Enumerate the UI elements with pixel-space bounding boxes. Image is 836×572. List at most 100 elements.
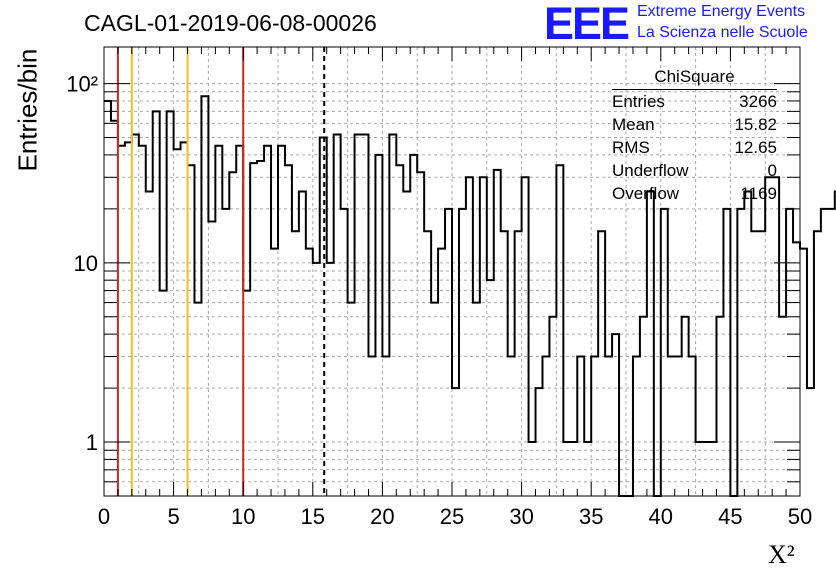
histogram-bin: [529, 442, 536, 496]
histogram-bin: [696, 442, 703, 496]
stats-row-rms: RMS 12.65: [612, 136, 777, 159]
histogram-layer: [104, 95, 836, 497]
histogram-bin: [382, 357, 389, 496]
histogram-bin: [647, 191, 654, 496]
histogram-bin: [438, 249, 445, 496]
stats-value: 3266: [739, 92, 777, 111]
histogram-bin: [201, 96, 208, 496]
y-axis-label: Entries/bin: [12, 48, 43, 172]
histogram-bin: [424, 231, 431, 496]
histogram-bin: [515, 231, 522, 496]
eee-logo: EEE: [544, 0, 630, 49]
histogram-bin: [821, 209, 828, 496]
histogram-bin: [828, 209, 835, 496]
histogram-bin: [403, 191, 410, 496]
histogram-bin: [522, 177, 529, 496]
histogram-bin: [716, 317, 723, 496]
histogram-bin: [236, 146, 243, 496]
histogram-bin: [389, 134, 396, 496]
stats-label: Mean: [612, 115, 655, 134]
histogram-bin: [703, 442, 710, 496]
histogram-bin: [536, 388, 543, 496]
histogram-bin: [257, 161, 264, 496]
histogram-bin: [271, 249, 278, 496]
histogram-bin: [167, 111, 174, 496]
histogram-bin: [355, 134, 362, 496]
histogram-bin: [744, 191, 751, 496]
histogram-bin: [814, 231, 821, 496]
histogram-bin: [160, 291, 167, 496]
histogram-bin: [118, 146, 125, 496]
x-tick-label: 10: [231, 504, 255, 529]
x-tick-label: 5: [167, 504, 179, 529]
x-tick-label: 50: [788, 504, 812, 529]
histogram-bin: [181, 142, 188, 496]
histogram-bin: [459, 209, 466, 496]
stats-title: ChiSquare: [612, 67, 777, 90]
histogram-bin: [786, 209, 793, 496]
histogram-bin: [222, 209, 229, 496]
x-tick-label: 25: [440, 504, 464, 529]
histogram-bin: [292, 231, 299, 496]
logo-text-line2: La Scienza nelle Scuole: [637, 24, 808, 41]
histogram-bin: [445, 209, 452, 496]
histogram-bin: [668, 357, 675, 496]
histogram-bin: [334, 134, 341, 496]
histogram-bin: [549, 317, 556, 496]
histogram-bin: [751, 231, 758, 496]
stats-row-overflow: Overflow 1169: [612, 182, 777, 205]
histogram-bin: [723, 209, 730, 496]
x-tick-label: 45: [718, 504, 742, 529]
histogram-bin: [264, 146, 271, 496]
histogram-bin: [174, 149, 181, 496]
histogram-bin: [689, 357, 696, 496]
histogram-bin: [612, 334, 619, 496]
histogram-bin: [410, 155, 417, 496]
histogram-bin: [640, 317, 647, 496]
histogram-bin: [542, 357, 549, 496]
histogram-bin: [153, 111, 160, 496]
stats-label: RMS: [612, 138, 650, 157]
histogram-bin: [208, 222, 215, 496]
x-tick-label: 0: [98, 504, 110, 529]
histogram-bin: [779, 317, 786, 496]
stats-row-underflow: Underflow 0: [612, 159, 777, 182]
histogram-bin: [104, 101, 111, 496]
histogram-bin: [675, 357, 682, 496]
histogram-bin: [501, 231, 508, 496]
histogram-bin: [800, 249, 807, 496]
stats-box: ChiSquare Entries 3266 Mean 15.82 RMS 12…: [612, 67, 777, 205]
stats-value: 12.65: [734, 138, 777, 157]
stats-value: 0: [767, 161, 777, 180]
logo-text-line1: Extreme Energy Events: [637, 3, 806, 20]
histogram-bin: [188, 165, 195, 496]
histogram-bin: [368, 357, 375, 496]
chart-title: CAGL-01-2019-06-08-00026: [84, 10, 377, 36]
histogram-bin: [605, 357, 612, 496]
histogram-bin: [598, 231, 605, 496]
stats-row-entries: Entries 3266: [612, 90, 777, 113]
histogram-bin: [591, 357, 598, 496]
histogram-bin: [250, 163, 257, 496]
histogram-bin: [146, 191, 153, 496]
histogram-bin: [125, 142, 132, 496]
x-tick-label: 40: [649, 504, 673, 529]
histogram-bin: [299, 191, 306, 496]
histogram-bin: [737, 209, 744, 496]
histogram-outline: [104, 95, 836, 497]
histogram-bin: [194, 303, 201, 496]
histogram-bin: [243, 291, 250, 496]
histogram-bin: [765, 177, 772, 496]
stats-value: 15.82: [734, 115, 777, 134]
histogram-bin: [480, 177, 487, 496]
histogram-bin: [772, 177, 779, 496]
histogram-bin: [758, 231, 765, 496]
histogram-bin: [278, 146, 285, 496]
histogram-bin: [313, 263, 320, 496]
histogram-bin: [341, 209, 348, 496]
histogram-bin: [473, 303, 480, 496]
histogram-bin: [487, 280, 494, 496]
histogram-bin: [682, 317, 689, 496]
histogram-bin: [633, 357, 640, 496]
